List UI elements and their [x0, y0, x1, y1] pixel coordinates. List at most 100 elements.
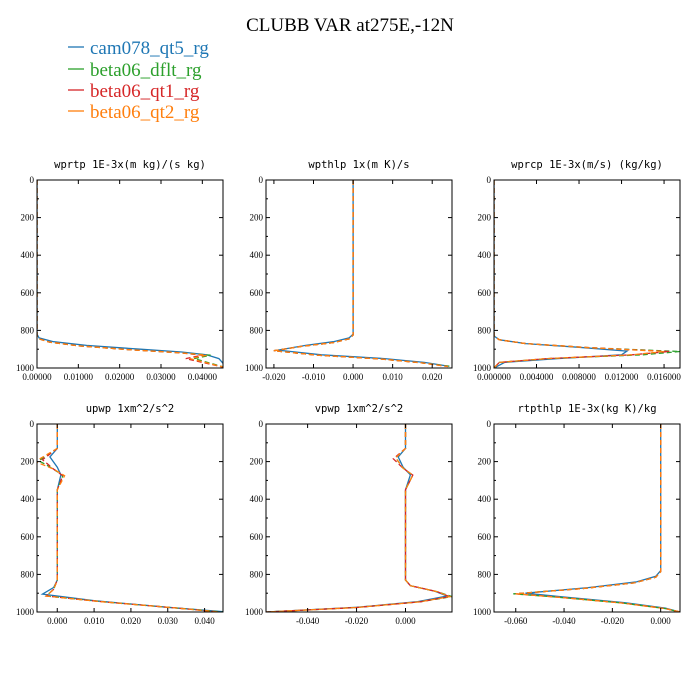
series-line — [41, 424, 220, 612]
x-tick-label: 0.020 — [422, 372, 443, 382]
y-tick-label: 1000 — [16, 607, 35, 617]
y-tick-label: 1000 — [16, 363, 35, 373]
x-tick-label: 0.030 — [158, 616, 179, 626]
y-tick-label: 0 — [259, 419, 264, 429]
series-line — [40, 424, 223, 612]
plot-frame — [493, 179, 681, 369]
series-group — [273, 180, 452, 368]
y-tick-label: 600 — [250, 288, 264, 298]
legend-entry: beta06_qt2_rg — [68, 102, 200, 123]
y-tick-label: 1000 — [245, 363, 264, 373]
y-tick-label: 600 — [21, 288, 35, 298]
series-line — [266, 424, 452, 612]
series-line — [37, 424, 223, 612]
y-tick-label: 400 — [21, 494, 35, 504]
x-tick-label: -0.040 — [552, 616, 576, 626]
x-tick-label: 0.02000 — [105, 372, 135, 382]
y-tick-label: 0 — [259, 175, 264, 185]
series-line — [277, 180, 449, 367]
series-line — [513, 424, 680, 612]
y-tick-label: 400 — [478, 494, 492, 504]
legend-label: cam078_qt5_rg — [90, 38, 209, 59]
series-line — [37, 180, 223, 368]
chart-panel: rtpthlp 1E-3x(kg K)/kg 0 200 400 600 800 1000 -… — [473, 403, 681, 626]
x-tick-label: 0.010 — [84, 616, 105, 626]
x-tick-label: 0.020 — [121, 616, 142, 626]
x-tick-label: 0.040 — [194, 616, 215, 626]
y-tick-label: 400 — [250, 494, 264, 504]
series-group — [513, 424, 680, 612]
legend-entry: cam078_qt5_rg — [68, 38, 209, 59]
panel-title: wprcp 1E-3x(m/s) (kg/kg) — [511, 159, 663, 171]
series-line — [494, 180, 670, 368]
x-tick-label: -0.020 — [262, 372, 286, 382]
series-line — [37, 424, 220, 612]
y-tick-label: 200 — [478, 213, 492, 223]
x-tick-label: 0.03000 — [146, 372, 176, 382]
y-tick-label: 1000 — [245, 607, 264, 617]
legend-entry: beta06_dflt_rg — [68, 60, 202, 81]
y-tick-label: 800 — [250, 569, 264, 579]
x-tick-label: -0.060 — [504, 616, 528, 626]
series-line — [37, 180, 223, 368]
y-tick-label: 800 — [21, 325, 35, 335]
y-tick-label: 800 — [478, 325, 492, 335]
y-tick-label: 800 — [478, 569, 492, 579]
legend-entry: beta06_qt1_rg — [68, 81, 200, 102]
x-tick-label: 0.04000 — [188, 372, 218, 382]
series-group — [266, 424, 452, 612]
y-tick-label: 0 — [487, 175, 492, 185]
legend: cam078_qt5_rg beta06_dflt_rg beta06_qt1_… — [68, 38, 209, 123]
y-tick-label: 800 — [21, 569, 35, 579]
legend-label: beta06_qt1_rg — [90, 81, 200, 102]
plot-frame — [265, 179, 453, 369]
x-tick-label: 0.000 — [651, 616, 672, 626]
x-tick-label: 0.01000 — [64, 372, 94, 382]
series-line — [37, 180, 223, 368]
y-tick-label: 200 — [250, 213, 264, 223]
panel-title: wprtp 1E-3x(m kg)/(s kg) — [54, 159, 206, 171]
chart-panel: wpthlp 1x(m K)/s 0 200 400 600 800 1000-0.020 -… — [245, 159, 453, 382]
panels: wprtp 1E-3x(m kg)/(s kg) 0 200 400 600 800 100… — [16, 159, 681, 626]
panel-title: rtpthlp 1E-3x(kg K)/kg — [517, 403, 656, 415]
series-group — [37, 424, 223, 612]
series-line — [515, 424, 680, 612]
y-tick-label: 200 — [478, 457, 492, 467]
y-tick-label: 1000 — [473, 607, 492, 617]
series-line — [494, 180, 629, 368]
y-tick-label: 200 — [21, 213, 35, 223]
x-tick-label: 0.000 — [395, 616, 416, 626]
x-tick-label: 0.012000 — [605, 372, 639, 382]
series-group — [37, 180, 223, 368]
chart-panel: vpwp 1xm^2/s^2 0 200 400 600 800 1000 -0.040 -0.… — [245, 403, 453, 626]
plot-frame — [493, 423, 681, 613]
y-tick-label: 400 — [21, 250, 35, 260]
series-line — [273, 180, 449, 368]
chart-panel: wprcp 1E-3x(m/s) (kg/kg) 0 200 400 600 800 100… — [473, 159, 681, 382]
y-tick-label: 600 — [478, 532, 492, 542]
x-tick-label: 0.008000 — [562, 372, 596, 382]
chart-panel: wprtp 1E-3x(m kg)/(s kg) 0 200 400 600 800 100… — [16, 159, 224, 382]
series-line — [515, 424, 680, 612]
plot-frame — [265, 423, 453, 613]
x-tick-label: 0.000000 — [477, 372, 511, 382]
series-line — [266, 424, 450, 612]
series-line — [525, 424, 680, 612]
legend-label: beta06_dflt_rg — [90, 60, 202, 81]
panel-title: upwp 1xm^2/s^2 — [86, 403, 175, 415]
series-line — [494, 180, 665, 368]
x-tick-label: 0.00000 — [22, 372, 52, 382]
series-line — [266, 424, 452, 612]
x-tick-label: -0.020 — [345, 616, 369, 626]
x-tick-label: -0.020 — [601, 616, 625, 626]
y-tick-label: 200 — [21, 457, 35, 467]
y-tick-label: 200 — [250, 457, 264, 467]
y-tick-label: 0 — [487, 419, 492, 429]
y-tick-label: 0 — [30, 175, 35, 185]
series-line — [37, 180, 223, 365]
series-line — [273, 180, 452, 368]
y-tick-label: 600 — [21, 532, 35, 542]
plot-frame — [36, 179, 224, 369]
figure-title: CLUBB VAR at275E,-12N — [246, 15, 454, 36]
